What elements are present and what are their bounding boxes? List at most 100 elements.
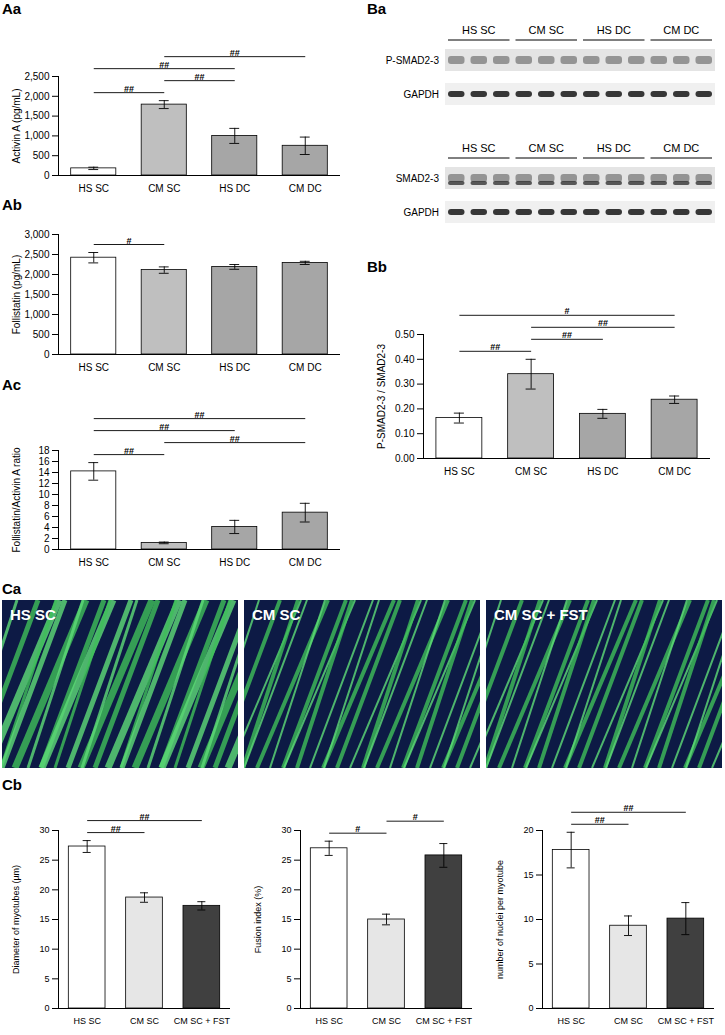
svg-text:18: 18 (38, 445, 50, 456)
svg-text:##: ## (194, 72, 204, 82)
svg-text:CM SC: CM SC (529, 142, 565, 154)
svg-text:25: 25 (39, 855, 49, 865)
svg-text:30: 30 (281, 825, 291, 835)
svg-text:HS SC: HS SC (73, 1016, 101, 1026)
svg-text:HS SC: HS SC (462, 24, 496, 36)
svg-text:2: 2 (44, 533, 50, 544)
svg-text:HS SC: HS SC (557, 1016, 585, 1026)
svg-text:0.20: 0.20 (395, 403, 415, 414)
svg-text:Diameter of myotubes (µm): Diameter of myotubes (µm) (11, 865, 21, 974)
svg-text:CM SC + FST: CM SC + FST (174, 1016, 231, 1026)
svg-text:20: 20 (523, 825, 533, 835)
svg-text:HS SC: HS SC (78, 362, 109, 373)
svg-text:12: 12 (38, 478, 50, 489)
svg-text:HS DC: HS DC (219, 362, 250, 373)
svg-text:CM SC: CM SC (130, 1016, 160, 1026)
svg-text:10: 10 (38, 489, 50, 500)
svg-text:CM DC: CM DC (663, 142, 699, 154)
svg-text:10: 10 (281, 944, 291, 954)
svg-text:1,500: 1,500 (24, 289, 49, 300)
svg-text:0.40: 0.40 (395, 354, 415, 365)
svg-text:HS SC: HS SC (78, 183, 109, 194)
svg-text:2,000: 2,000 (24, 91, 49, 102)
svg-text:1,500: 1,500 (24, 110, 49, 121)
svg-text:Follistatin (pg/mL): Follistatin (pg/mL) (11, 255, 22, 334)
svg-text:HS SC: HS SC (462, 142, 496, 154)
svg-text:Fusion index (%): Fusion index (%) (253, 886, 263, 954)
svg-text:CM DC: CM DC (663, 24, 699, 36)
svg-text:5: 5 (286, 974, 291, 984)
svg-text:HS SC: HS SC (78, 557, 109, 568)
svg-text:GAPDH: GAPDH (403, 207, 439, 218)
svg-text:P-SMAD2-3 / SMAD2-3: P-SMAD2-3 / SMAD2-3 (376, 344, 387, 449)
svg-text:0: 0 (44, 170, 50, 181)
svg-text:CM SC: CM SC (252, 606, 301, 623)
svg-text:16: 16 (38, 456, 50, 467)
svg-text:25: 25 (281, 855, 291, 865)
svg-text:##: ## (490, 342, 500, 352)
svg-text:10: 10 (523, 914, 533, 924)
svg-text:HS SC: HS SC (315, 1016, 343, 1026)
svg-text:30: 30 (39, 825, 49, 835)
svg-text:HS DC: HS DC (219, 183, 250, 194)
svg-text:##: ## (159, 60, 169, 70)
svg-text:HS SC: HS SC (444, 466, 475, 477)
svg-text:2,500: 2,500 (24, 249, 49, 260)
svg-text:##: ## (623, 803, 633, 813)
svg-text:CM DC: CM DC (289, 557, 322, 568)
svg-text:0.10: 0.10 (395, 428, 415, 439)
svg-text:500: 500 (33, 150, 50, 161)
svg-text:500: 500 (33, 329, 50, 340)
svg-text:Activin A (pg/mL): Activin A (pg/mL) (11, 88, 22, 163)
svg-text:##: ## (562, 330, 572, 340)
svg-text:0: 0 (44, 349, 50, 360)
svg-text:CM SC: CM SC (515, 466, 547, 477)
svg-text:15: 15 (281, 914, 291, 924)
svg-text:15: 15 (39, 914, 49, 924)
svg-text:number of nuclei per myotube: number of nuclei per myotube (495, 860, 505, 979)
svg-text:15: 15 (523, 870, 533, 880)
svg-text:##: ## (124, 446, 134, 456)
svg-text:CM SC: CM SC (148, 183, 180, 194)
svg-text:CM SC: CM SC (148, 557, 180, 568)
svg-text:CM DC: CM DC (289, 362, 322, 373)
svg-text:HS DC: HS DC (597, 24, 631, 36)
svg-text:0.50: 0.50 (395, 329, 415, 340)
svg-text:CM SC: CM SC (614, 1016, 644, 1026)
svg-text:4: 4 (44, 522, 50, 533)
svg-text:2,000: 2,000 (24, 269, 49, 280)
svg-text:#: # (355, 824, 360, 834)
svg-text:3,000: 3,000 (24, 229, 49, 240)
svg-text:##: ## (139, 812, 149, 822)
svg-text:HS DC: HS DC (219, 557, 250, 568)
svg-text:##: ## (595, 815, 605, 825)
svg-text:0: 0 (44, 1003, 49, 1013)
svg-text:##: ## (598, 318, 608, 328)
svg-text:##: ## (230, 48, 240, 58)
svg-text:1,000: 1,000 (24, 309, 49, 320)
svg-text:SMAD2-3: SMAD2-3 (396, 173, 440, 184)
svg-text:6: 6 (44, 511, 50, 522)
svg-text:GAPDH: GAPDH (403, 89, 439, 100)
svg-text:##: ## (159, 422, 169, 432)
svg-text:CM SC + FST: CM SC + FST (658, 1016, 715, 1026)
svg-text:#: # (564, 306, 569, 316)
svg-text:##: ## (111, 824, 121, 834)
svg-text:##: ## (194, 410, 204, 420)
svg-text:2,500: 2,500 (24, 71, 49, 82)
svg-text:HS SC: HS SC (10, 606, 56, 623)
svg-text:1,000: 1,000 (24, 130, 49, 141)
svg-text:#: # (413, 812, 418, 822)
svg-text:5: 5 (528, 959, 533, 969)
svg-text:0: 0 (286, 1003, 291, 1013)
svg-text:20: 20 (281, 885, 291, 895)
svg-text:0: 0 (44, 544, 50, 555)
svg-text:##: ## (230, 434, 240, 444)
svg-text:8: 8 (44, 500, 50, 511)
svg-text:0.00: 0.00 (395, 453, 415, 464)
svg-text:10: 10 (39, 944, 49, 954)
svg-text:CM SC: CM SC (529, 24, 565, 36)
svg-text:CM SC: CM SC (372, 1016, 402, 1026)
svg-text:#: # (126, 236, 131, 246)
svg-text:CM SC + FST: CM SC + FST (416, 1016, 473, 1026)
